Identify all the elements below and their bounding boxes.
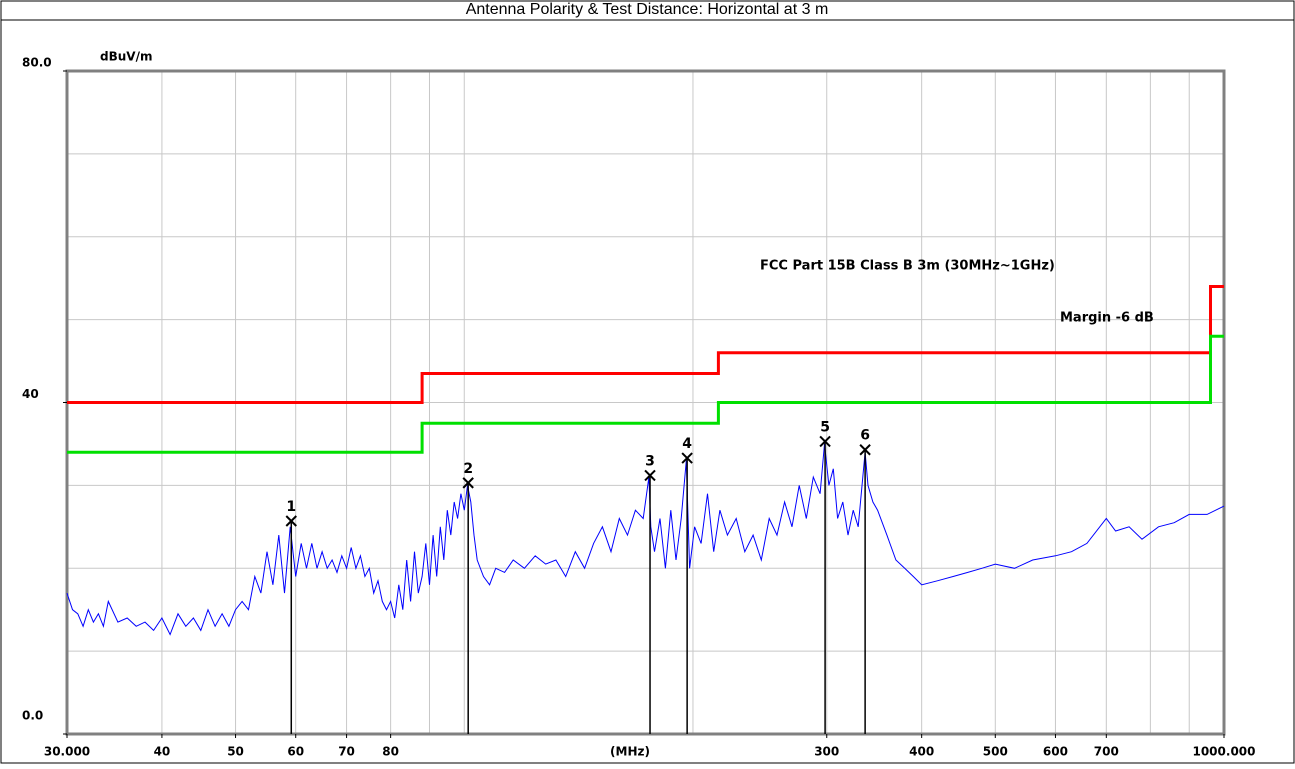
- limit-line: [67, 334, 1224, 454]
- y-axis-label: dBuV/m: [100, 50, 152, 64]
- x-tick-label: 40: [154, 745, 171, 759]
- marker: [681, 452, 693, 464]
- marker: [462, 477, 474, 489]
- x-tick-label: 60: [287, 745, 304, 759]
- chart-title: Antenna Polarity & Test Distance: Horizo…: [466, 1, 829, 18]
- marker: [859, 444, 871, 456]
- x-tick-label: 700: [1094, 745, 1119, 759]
- marker: [819, 435, 831, 448]
- marker-label: 1: [286, 499, 296, 515]
- x-tick-label: 300: [814, 745, 839, 759]
- marker-label: 4: [682, 436, 692, 452]
- y-tick-label: 40: [22, 387, 39, 401]
- marker-label: 6: [860, 428, 870, 444]
- x-tick-label: 600: [1043, 745, 1068, 759]
- marker-label: 2: [463, 461, 473, 477]
- y-tick-label: 80.0: [22, 56, 52, 70]
- marker-cross: [644, 469, 656, 482]
- marker-cross: [819, 435, 831, 448]
- marker-cross: [681, 452, 693, 464]
- marker-label: 3: [645, 453, 655, 469]
- marker-cross: [859, 444, 871, 456]
- x-tick-label: 30.000: [44, 745, 90, 759]
- x-tick-label: 1000.000: [1192, 745, 1255, 759]
- marker-label: 5: [820, 419, 830, 435]
- limit-line: [67, 285, 1224, 404]
- x-tick-label: 400: [909, 745, 934, 759]
- marker-cross: [462, 477, 474, 489]
- x-axis-label: (MHz): [610, 745, 650, 759]
- legend-label: FCC Part 15B Class B 3m (30MHz~1GHz): [760, 259, 1055, 274]
- marker: [285, 515, 297, 527]
- x-tick-label: 80: [382, 745, 399, 759]
- x-tick-label: 500: [983, 745, 1008, 759]
- legend-label: Margin -6 dB: [1060, 311, 1154, 326]
- y-tick-label: 0.0: [22, 709, 43, 723]
- x-tick-label: 50: [227, 745, 244, 759]
- marker: [644, 469, 656, 482]
- marker-cross: [285, 515, 297, 527]
- x-tick-label: 70: [338, 745, 355, 759]
